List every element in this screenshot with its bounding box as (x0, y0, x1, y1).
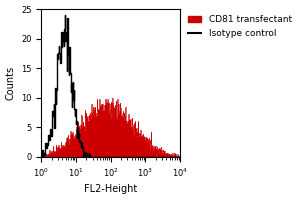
X-axis label: FL2-Height: FL2-Height (84, 184, 137, 194)
Legend: CD81 transfectant, Isotype control: CD81 transfectant, Isotype control (186, 14, 293, 40)
Y-axis label: Counts: Counts (6, 66, 16, 100)
